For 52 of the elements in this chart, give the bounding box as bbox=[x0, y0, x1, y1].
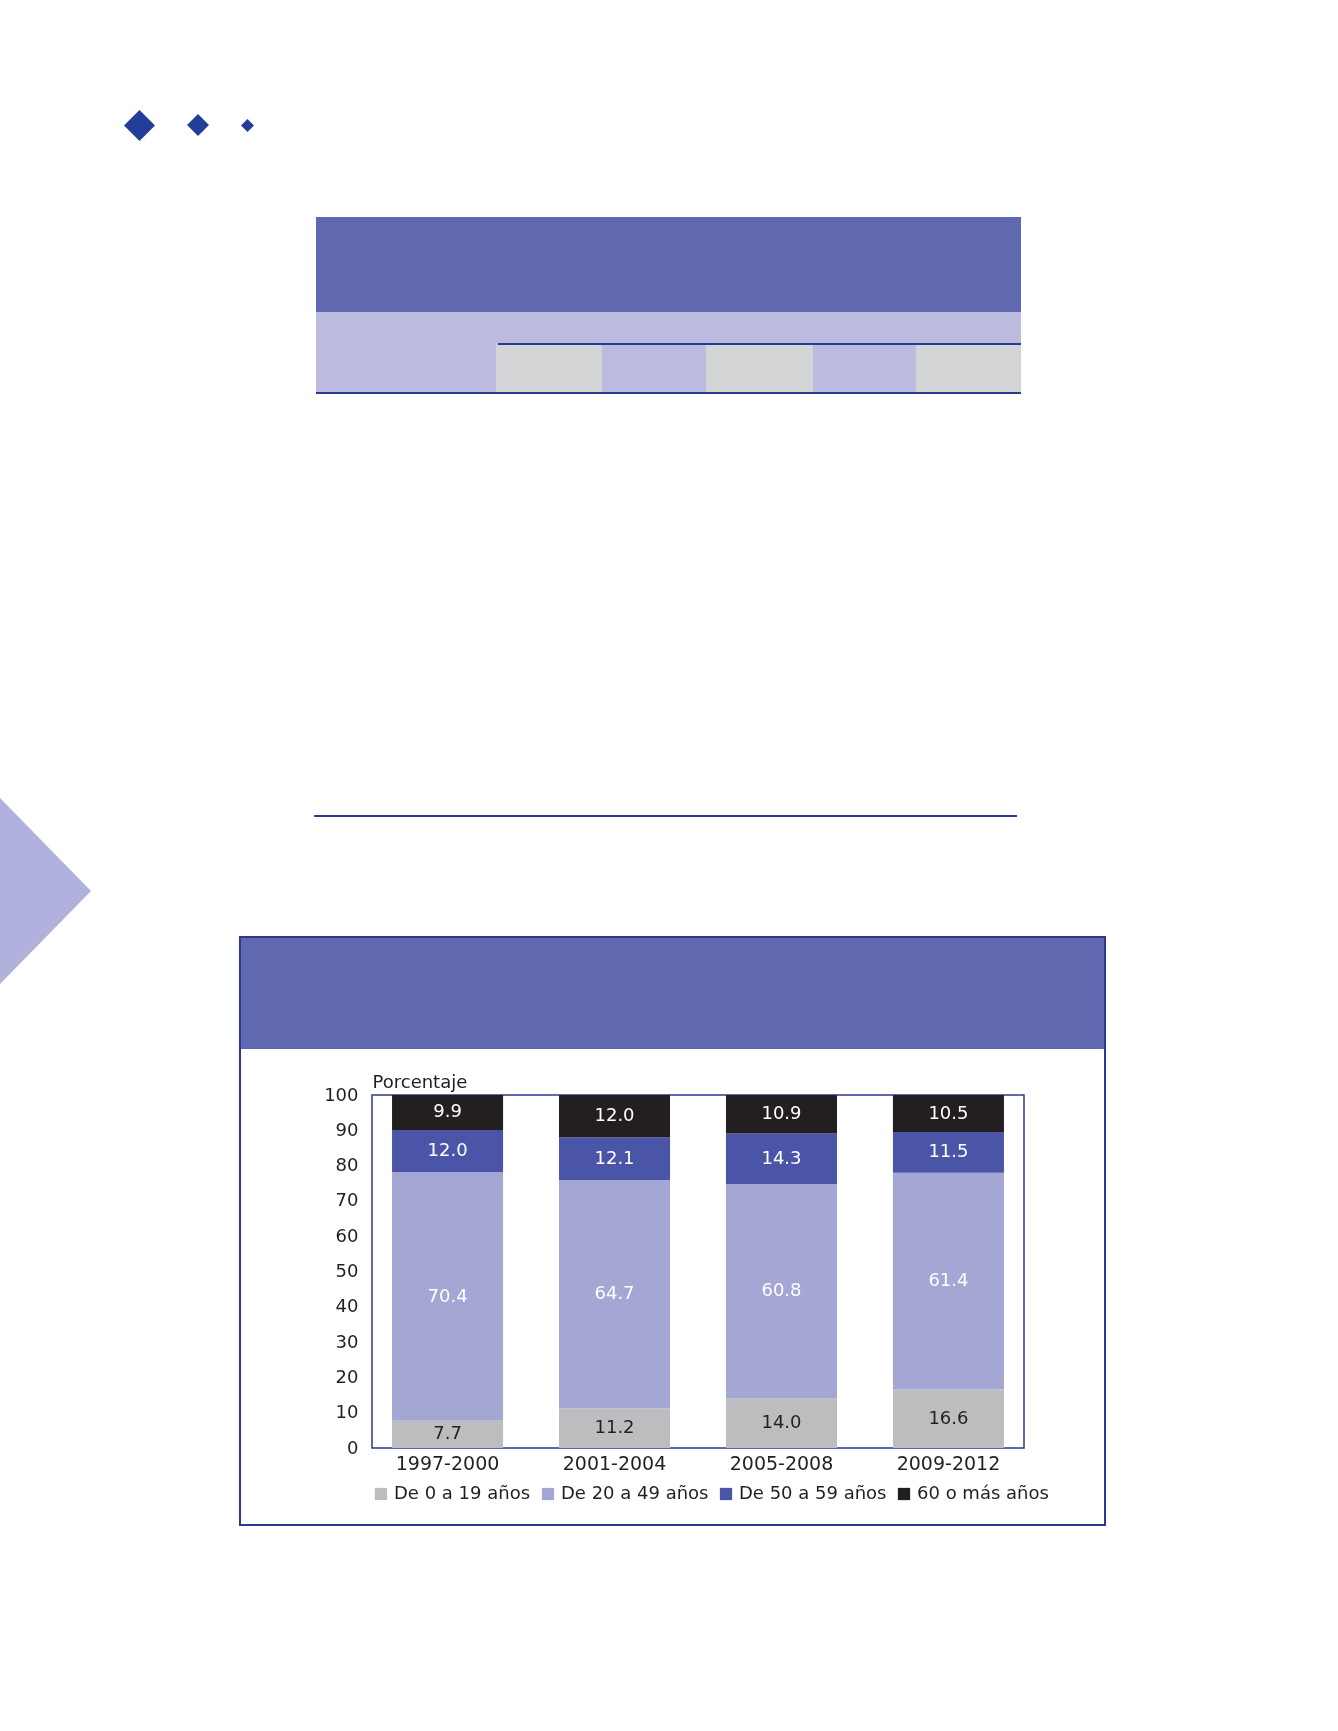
bar bbox=[725, 1133, 837, 1184]
data-label: 10.9 bbox=[761, 1102, 802, 1124]
data-label: 14.3 bbox=[761, 1146, 802, 1168]
bar bbox=[559, 1095, 671, 1138]
bar bbox=[892, 1172, 1004, 1390]
bar bbox=[559, 1180, 671, 1409]
y-tick-label: 60 bbox=[335, 1224, 359, 1246]
y-tick-label: 50 bbox=[335, 1260, 359, 1281]
data-label: 10.5 bbox=[928, 1101, 969, 1123]
y-tick-label: 10 bbox=[335, 1401, 359, 1423]
bar bbox=[559, 1137, 671, 1181]
data-label: 16.6 bbox=[928, 1406, 969, 1428]
data-label: 9.9 bbox=[433, 1100, 462, 1122]
data-label: 12.0 bbox=[594, 1104, 635, 1126]
bar bbox=[392, 1129, 504, 1173]
bar bbox=[725, 1183, 837, 1399]
data-label: 61.4 bbox=[928, 1269, 969, 1291]
bar bbox=[392, 1172, 504, 1421]
bar bbox=[725, 1398, 837, 1448]
y-tick-label: 20 bbox=[335, 1365, 359, 1387]
bar bbox=[892, 1095, 1004, 1133]
bar bbox=[392, 1420, 504, 1448]
bar bbox=[892, 1389, 1004, 1448]
data-label: 14.0 bbox=[761, 1411, 802, 1433]
y-tick-label: 100 bbox=[324, 1083, 359, 1105]
data-label: 7.7 bbox=[433, 1422, 462, 1444]
x-tick-label: 2005-2008 bbox=[729, 1451, 834, 1474]
data-label: 70.4 bbox=[427, 1284, 468, 1306]
legend-label: De 50 a 59 años bbox=[739, 1482, 887, 1503]
x-tick-label: 2009-2012 bbox=[896, 1451, 1001, 1474]
bar bbox=[725, 1095, 837, 1134]
data-label: 11.2 bbox=[594, 1416, 635, 1438]
bar bbox=[559, 1408, 671, 1448]
x-tick-label: 1997-2000 bbox=[395, 1451, 500, 1474]
y-tick-label: 30 bbox=[335, 1330, 359, 1352]
data-label: 60.8 bbox=[761, 1279, 802, 1301]
data-label: 12.1 bbox=[594, 1146, 635, 1168]
y-tick-label: 80 bbox=[335, 1154, 359, 1176]
y-tick-label: 90 bbox=[335, 1118, 359, 1140]
y-axis-title: Porcentaje bbox=[372, 1070, 468, 1092]
bar bbox=[392, 1095, 504, 1130]
y-tick-label: 70 bbox=[335, 1189, 359, 1211]
data-label: 11.5 bbox=[928, 1140, 969, 1162]
legend-label: De 0 a 19 años bbox=[394, 1482, 531, 1503]
data-label: 64.7 bbox=[594, 1282, 635, 1304]
y-tick-label: 40 bbox=[335, 1295, 359, 1317]
data-label: 12.0 bbox=[427, 1139, 468, 1161]
bar bbox=[892, 1132, 1004, 1173]
legend-label: 60 o más años bbox=[917, 1482, 1049, 1503]
legend-label: De 20 a 49 años bbox=[561, 1482, 709, 1503]
x-tick-label: 2001-2004 bbox=[562, 1451, 667, 1474]
y-tick-label: 0 bbox=[347, 1436, 359, 1458]
